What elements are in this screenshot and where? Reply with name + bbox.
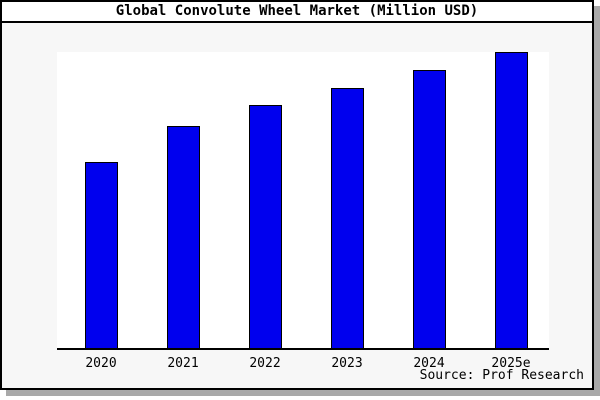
bar-2021: [167, 126, 200, 348]
chart-region: 2020 2021 2022 2023 2024 2025e Source: Prof R…: [2, 23, 592, 388]
x-tick-label-2024: 2024: [413, 356, 445, 371]
x-tick-label-2025e: 2025e: [491, 356, 531, 371]
bar-2020: [85, 162, 118, 348]
x-tick-label-2022: 2022: [249, 356, 281, 371]
chart-card: Global Convolute Wheel Market (Million U…: [0, 0, 594, 390]
plot-area: [57, 52, 549, 350]
bar-2023: [331, 88, 364, 348]
source-caption: Source: Prof Research: [419, 368, 584, 383]
bar-2024: [413, 70, 446, 348]
chart-title: Global Convolute Wheel Market (Million U…: [115, 3, 479, 19]
x-tick-label-2023: 2023: [331, 356, 363, 371]
x-tick-label-2020: 2020: [85, 356, 117, 371]
chart-title-bar: Global Convolute Wheel Market (Million U…: [2, 2, 592, 23]
x-tick-label-2021: 2021: [167, 356, 199, 371]
bar-2025e: [495, 52, 528, 348]
bar-2022: [249, 105, 282, 348]
